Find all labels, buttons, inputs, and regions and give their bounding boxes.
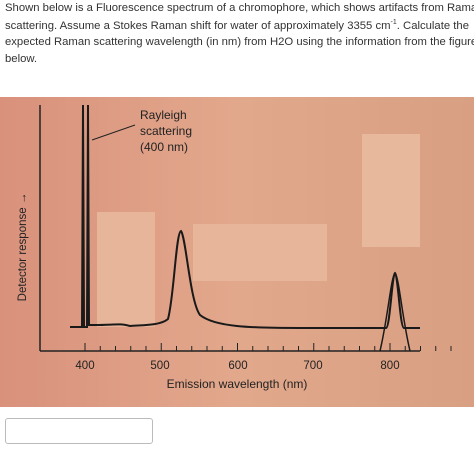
answer-input[interactable] bbox=[5, 418, 153, 444]
tick-label: 700 bbox=[303, 360, 322, 372]
question-line: Shown below is a Fluorescence spectrum o… bbox=[5, 2, 474, 14]
cover-box bbox=[362, 134, 420, 247]
y-axis-label: Detector response → bbox=[17, 193, 29, 302]
question-line: below. bbox=[5, 53, 38, 65]
question-text: . Calculate the bbox=[396, 19, 469, 32]
tick-label: 500 bbox=[150, 360, 169, 372]
annotation: (400 nm) bbox=[140, 140, 188, 154]
cover-box bbox=[193, 224, 327, 281]
tick-label: 800 bbox=[380, 360, 399, 372]
tick-label: 400 bbox=[75, 360, 94, 372]
tick-label: 600 bbox=[228, 360, 247, 372]
x-axis-label: Emission wavelength (nm) bbox=[167, 377, 308, 391]
annotation: scattering bbox=[140, 124, 192, 138]
cover-box bbox=[97, 212, 155, 327]
figure: Rayleigh scattering (400 nm) Detector re… bbox=[0, 97, 474, 407]
annotation-pointer bbox=[91, 124, 136, 141]
question-line: scattering. Assume a Stokes Raman shift … bbox=[5, 19, 469, 32]
annotation: Rayleigh bbox=[140, 108, 187, 122]
question-text: scattering. Assume a Stokes Raman shift … bbox=[5, 19, 391, 32]
spectrum-curve bbox=[379, 271, 411, 352]
superscript: -1 bbox=[390, 19, 397, 26]
question-line: expected Raman scattering wavelength (in… bbox=[5, 36, 474, 48]
spectrum-curve bbox=[70, 104, 420, 329]
